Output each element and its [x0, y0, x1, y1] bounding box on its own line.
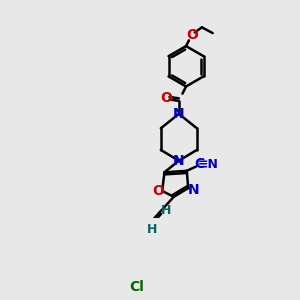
Text: O: O [186, 28, 198, 42]
Text: ≡N: ≡N [197, 158, 218, 171]
Text: H: H [147, 224, 158, 236]
Text: Cl: Cl [130, 280, 145, 294]
Text: N: N [173, 154, 185, 168]
Text: N: N [173, 107, 185, 121]
Text: O: O [160, 92, 172, 105]
Text: N: N [188, 183, 199, 196]
Text: O: O [152, 184, 164, 198]
Text: H: H [161, 204, 171, 217]
Text: C: C [195, 157, 205, 171]
